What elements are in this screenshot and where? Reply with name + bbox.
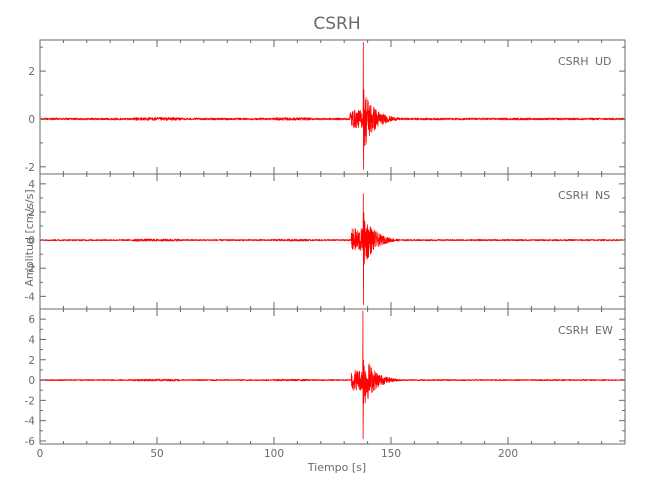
y-tick-label: 4	[28, 334, 35, 346]
y-tick-label: -4	[25, 416, 36, 428]
trace-line	[39, 41, 626, 170]
y-tick-label: 6	[28, 314, 35, 326]
y-tick-label: 4	[28, 179, 35, 191]
trace-line	[39, 193, 626, 306]
y-tick-label: 2	[28, 355, 35, 367]
x-axis-label: Tiempo [s]	[307, 461, 366, 474]
x-tick-label: 150	[381, 448, 401, 460]
y-tick-label: 2	[28, 207, 35, 219]
station-label-ns: CSRH	[558, 189, 589, 202]
y-tick-label: 0	[28, 114, 35, 126]
y-tick-label: 0	[28, 235, 35, 247]
y-tick-label: -2	[25, 395, 35, 407]
x-tick-label: 100	[264, 448, 284, 460]
yticks-ew: -6 -4 -2 0 2 4 6	[25, 308, 625, 448]
y-tick-label: 0	[28, 375, 35, 387]
station-label-ud: CSRH	[558, 55, 589, 68]
y-tick-label: -6	[25, 436, 36, 448]
yticks-ns: -4 -2 0 2 4	[25, 179, 625, 303]
panel-ew: -6 -4 -2 0 2 4 6 CSRH EW	[25, 308, 626, 448]
yticks-ud: -2 0 2	[25, 46, 625, 174]
xticks-ns	[39, 174, 626, 309]
frame-ew	[39, 308, 626, 445]
component-label-ew: EW	[595, 324, 613, 337]
y-axis-label: Amplitud [cm/s/s]	[23, 189, 36, 286]
x-tick-label: 200	[498, 448, 518, 460]
x-tick-label: 0	[37, 448, 44, 460]
chart-title: CSRH	[313, 14, 360, 34]
panel-ns: -4 -2 0 2 4 CSRH NS	[25, 173, 626, 310]
xticks-ew	[39, 309, 626, 444]
y-tick-label: -4	[25, 291, 36, 303]
trace-ns	[39, 193, 626, 306]
component-label-ud: UD	[595, 55, 612, 68]
x-tick-labels: 0 50 100 150 200	[37, 448, 518, 460]
trace-line	[39, 310, 626, 440]
station-label-ew: CSRH	[558, 324, 589, 337]
panel-ud: -2 0 2 CSRH UD	[25, 39, 626, 175]
trace-ud	[39, 41, 626, 170]
y-tick-label: -2	[25, 162, 35, 174]
xticks-ud	[39, 40, 626, 174]
y-tick-label: -2	[25, 263, 35, 275]
x-tick-label: 50	[150, 448, 163, 460]
y-tick-label: 2	[28, 66, 35, 78]
frame-ud	[39, 39, 626, 175]
frame-ns	[39, 173, 626, 310]
component-label-ns: NS	[595, 189, 610, 202]
trace-ew	[39, 310, 626, 440]
